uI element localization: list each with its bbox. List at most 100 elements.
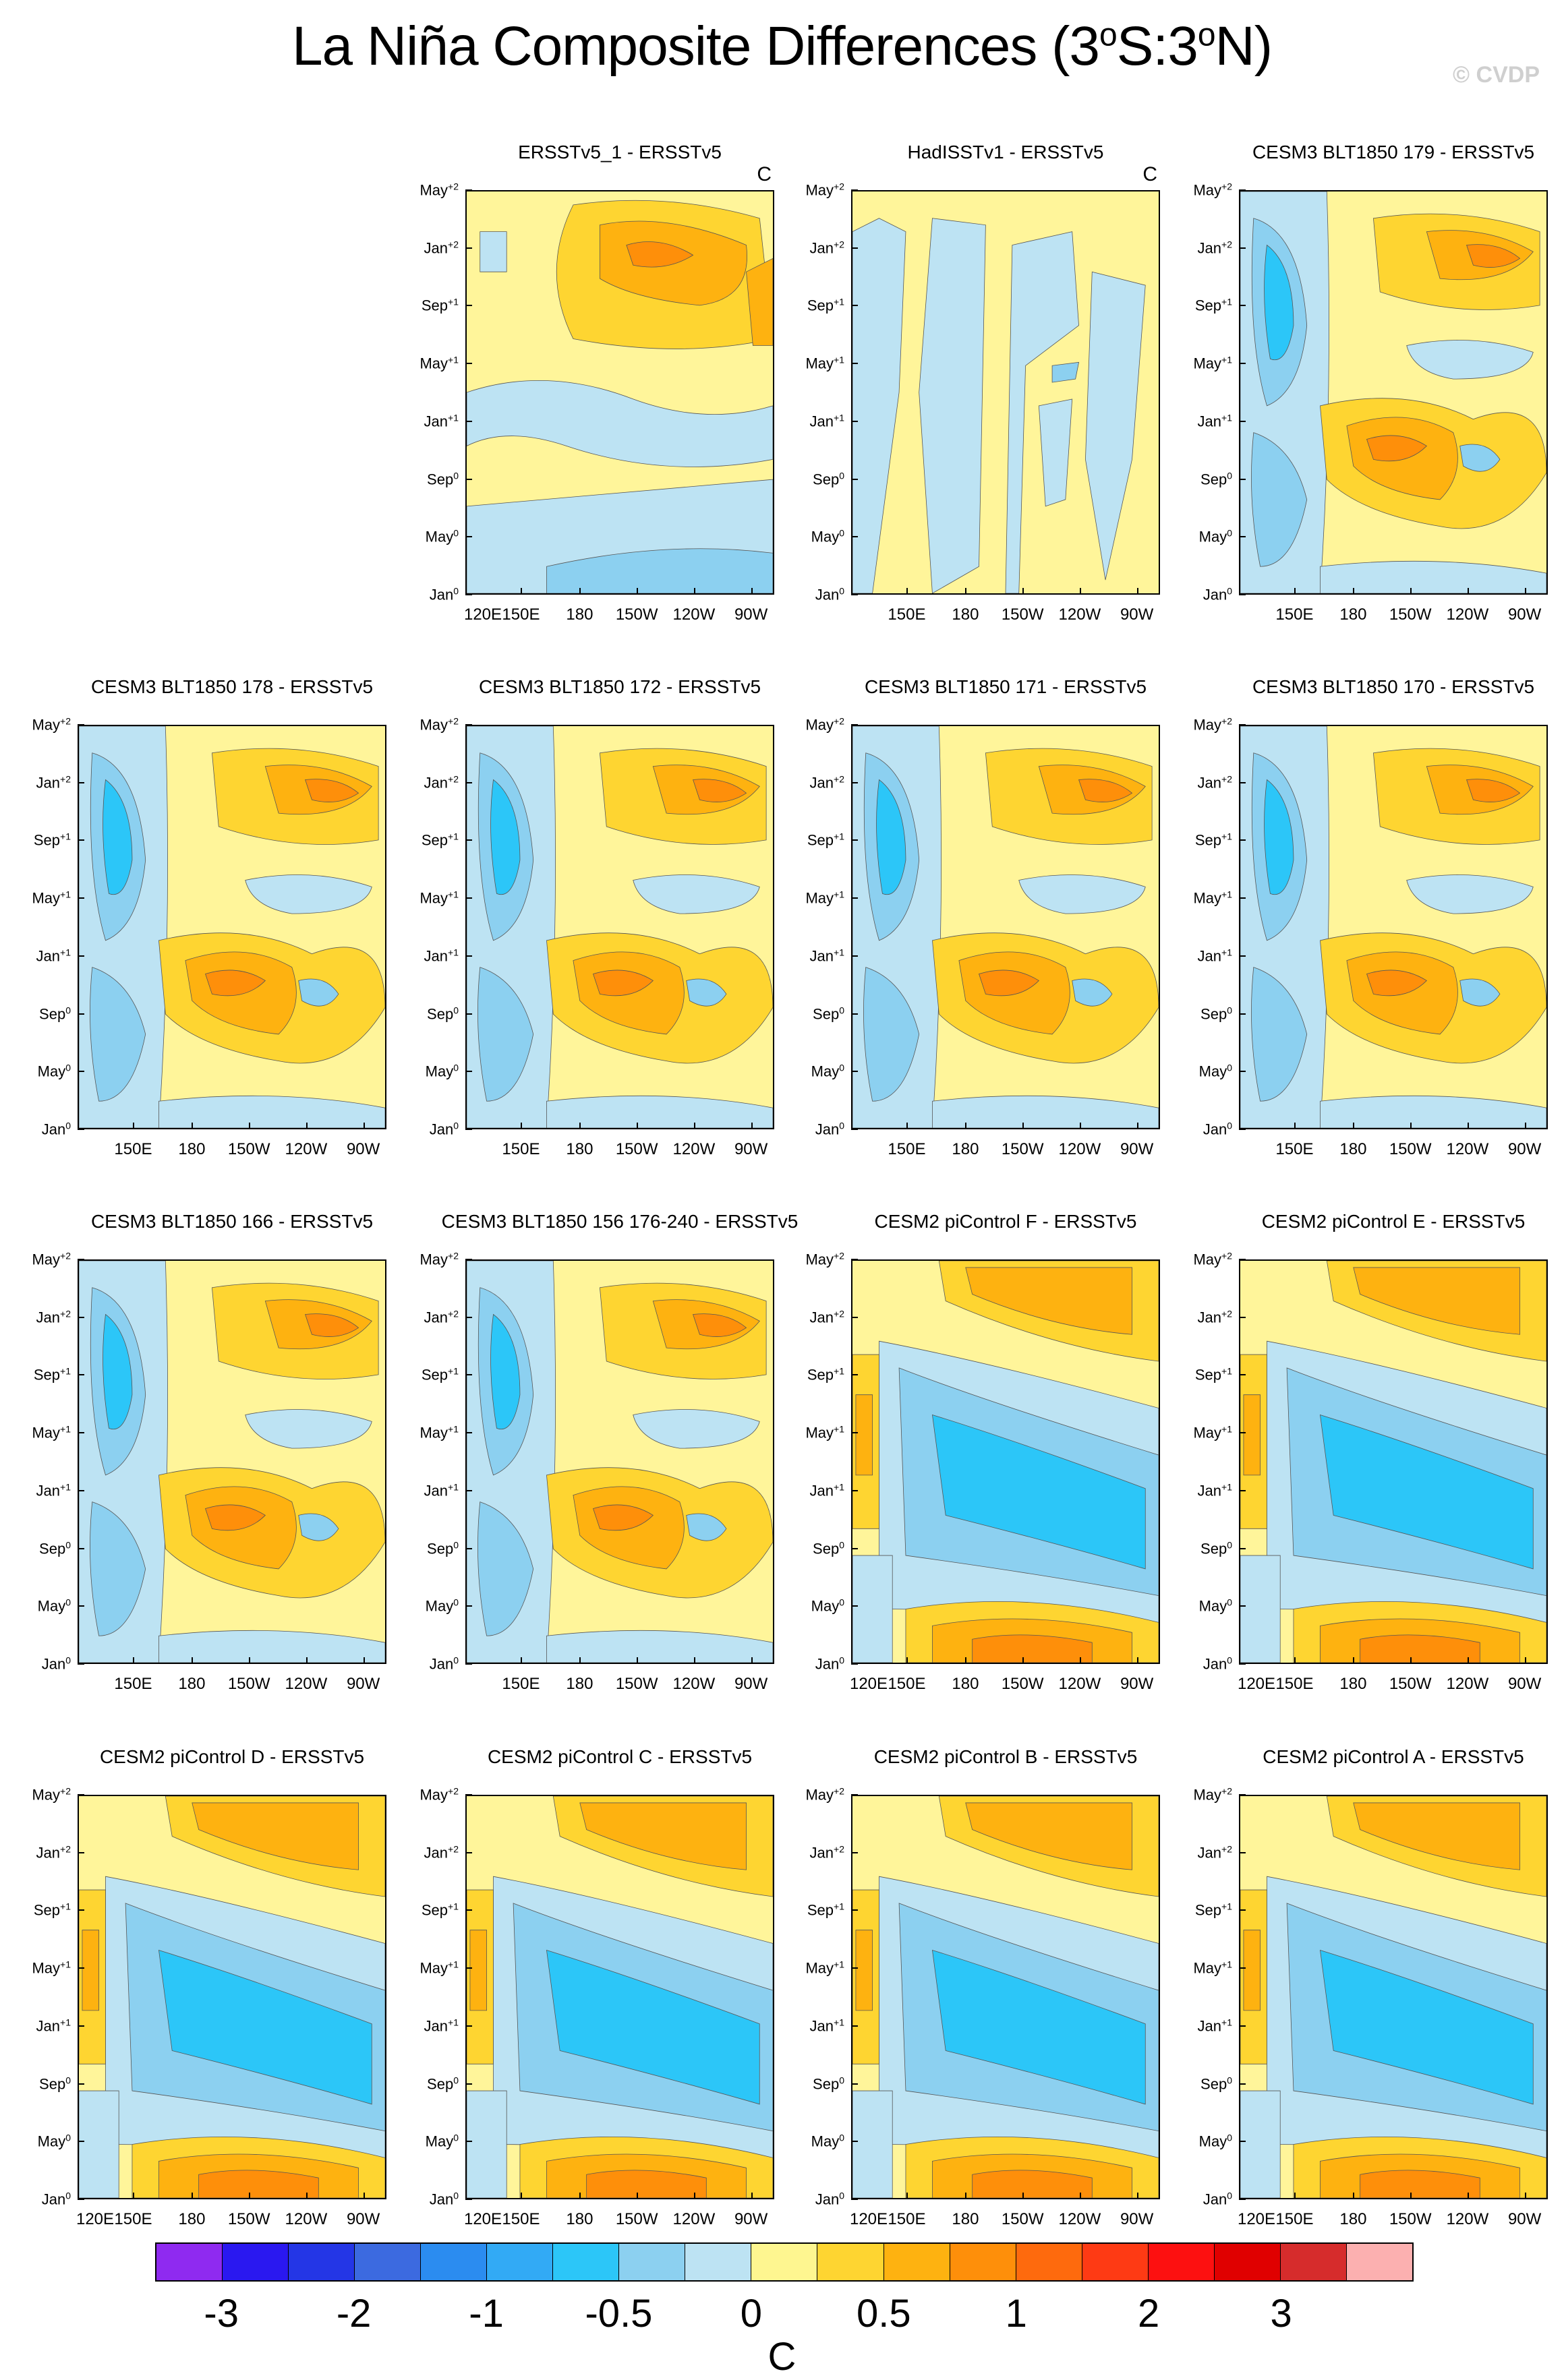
x-tick-mark xyxy=(1353,1657,1355,1664)
x-tick-mark xyxy=(1136,1657,1138,1664)
contour-region xyxy=(1406,340,1534,380)
x-tick-label: 120W xyxy=(285,1140,328,1158)
contour-region xyxy=(1360,2170,1480,2198)
x-tick-mark xyxy=(906,588,908,595)
panel-title: CESM2 piControl F - ERSSTv5 xyxy=(874,1211,1137,1232)
y-tick-label: May+1 xyxy=(419,1959,459,1977)
y-tick-mark xyxy=(851,2141,858,2143)
y-tick-label: May+1 xyxy=(32,1959,71,1977)
y-tick-mark xyxy=(851,897,858,899)
panel-title: CESM2 piControl E - ERSSTv5 xyxy=(1261,1211,1526,1232)
y-tick-label: Jan0 xyxy=(41,1655,71,1673)
y-tick-label: Jan+1 xyxy=(809,2017,844,2035)
x-tick-label: 150E xyxy=(888,2210,926,2228)
x-tick-label: 150E xyxy=(114,2210,152,2228)
y-tick-mark xyxy=(851,1605,858,1607)
x-tick-label: 120E xyxy=(1237,2210,1276,2228)
contour-region xyxy=(298,1513,339,1541)
x-tick-label: 90W xyxy=(1507,1140,1542,1158)
contour-region xyxy=(1072,978,1113,1007)
contour-region xyxy=(979,970,1039,996)
y-tick-mark xyxy=(851,594,858,595)
y-tick-mark xyxy=(851,1967,858,1969)
y-tick-mark xyxy=(465,363,472,365)
y-tick-mark xyxy=(465,420,472,422)
x-tick-mark xyxy=(363,1657,365,1664)
panel-title: CESM2 piControl B - ERSSTv5 xyxy=(873,1746,1138,1767)
contour-field xyxy=(465,1795,774,2199)
x-tick-label: 90W xyxy=(1120,1675,1154,1693)
colorbar-label: 2 xyxy=(1138,2292,1160,2336)
x-tick-label: 90W xyxy=(1507,1675,1542,1693)
y-tick-mark xyxy=(78,1374,84,1376)
y-tick-mark xyxy=(465,955,472,957)
y-tick-mark xyxy=(465,1071,472,1073)
x-tick-mark xyxy=(363,1123,365,1129)
y-tick-label: Sep0 xyxy=(813,1004,844,1023)
panel-11: CESM2 piControl E - ERSSTv5 Jan0 May0 Sep0 J… xyxy=(1193,1211,1548,1693)
y-tick-mark xyxy=(851,2025,858,2027)
contour-svg xyxy=(1240,726,1546,1128)
x-tick-mark xyxy=(1410,588,1412,595)
y-tick-label: Sep0 xyxy=(1200,469,1232,488)
y-tick-label: Jan0 xyxy=(429,1120,459,1138)
x-tick-label: 150E xyxy=(888,1140,926,1158)
x-tick-label: 90W xyxy=(734,605,768,624)
y-tick-mark xyxy=(851,478,858,480)
contour-region xyxy=(1005,231,1079,593)
y-tick-mark xyxy=(851,1547,858,1549)
y-tick-mark xyxy=(1239,478,1246,480)
contour-region xyxy=(1319,1414,1534,1570)
contour-field xyxy=(1239,1795,1548,2199)
panel-10: CESM2 piControl F - ERSSTv5 Jan0 May0 Sep0 J… xyxy=(805,1211,1160,1693)
x-tick-mark xyxy=(1410,2193,1412,2199)
y-tick-label: Sep+1 xyxy=(807,1901,844,1920)
y-tick-mark xyxy=(1239,781,1246,783)
y-tick-label: May0 xyxy=(1198,2132,1232,2150)
x-tick-mark xyxy=(1079,1123,1081,1129)
x-tick-mark xyxy=(637,1657,639,1664)
contour-region xyxy=(932,1095,1159,1128)
colorbar-swatch xyxy=(817,2244,884,2280)
y-tick-mark xyxy=(1239,2199,1246,2200)
x-tick-label: 120W xyxy=(1446,605,1489,624)
contour-field xyxy=(78,725,386,1129)
x-tick-mark xyxy=(1524,2193,1526,2199)
contour-region xyxy=(305,1313,359,1337)
x-tick-mark xyxy=(1294,2193,1296,2199)
x-tick-label: 180 xyxy=(566,605,593,624)
x-tick-label: 120W xyxy=(1058,1140,1101,1158)
contour-region xyxy=(931,1949,1146,2105)
panel-6: CESM3 BLT1850 171 - ERSSTv5 Jan0 May0 Sep0 J… xyxy=(805,676,1160,1158)
x-tick-label: 150E xyxy=(1275,605,1314,624)
x-tick-label: 90W xyxy=(1507,2210,1542,2228)
y-tick-label: Jan+2 xyxy=(36,1308,71,1326)
y-tick-mark xyxy=(465,1432,472,1434)
x-tick-mark xyxy=(306,1657,308,1664)
y-tick-mark xyxy=(851,1663,858,1665)
y-tick-mark xyxy=(465,1547,472,1549)
panel-15: CESM2 piControl A - ERSSTv5 Jan0 May0 Sep0 J… xyxy=(1193,1746,1548,2228)
contour-region xyxy=(490,1313,521,1430)
colorbar-swatch xyxy=(619,2244,686,2280)
panel-title: CESM3 BLT1850 179 - ERSSTv5 xyxy=(1252,142,1535,162)
y-tick-label: Jan+2 xyxy=(809,773,844,792)
x-tick-mark xyxy=(751,588,753,595)
contour-region xyxy=(1466,244,1521,268)
x-tick-mark xyxy=(192,1123,194,1129)
contour-svg xyxy=(79,1261,385,1663)
y-tick-label: Jan+1 xyxy=(1197,947,1232,965)
panel-4: CESM3 BLT1850 178 - ERSSTv5 Jan0 May0 Sep0 J… xyxy=(32,676,386,1158)
y-tick-mark xyxy=(851,2199,858,2200)
x-tick-mark xyxy=(1524,588,1526,595)
y-tick-label: Sep+1 xyxy=(807,1365,844,1384)
y-tick-mark xyxy=(78,1909,84,1911)
y-tick-mark xyxy=(1239,724,1246,725)
y-tick-label: May+2 xyxy=(805,1250,844,1268)
colorbar-swatch xyxy=(884,2244,950,2280)
panel-5: CESM3 BLT1850 172 - ERSSTv5 Jan0 May0 Sep0 J… xyxy=(419,676,774,1158)
x-tick-mark xyxy=(965,1657,967,1664)
y-tick-label: Sep0 xyxy=(1200,1539,1232,1557)
contour-field xyxy=(851,725,1160,1129)
y-tick-label: Jan0 xyxy=(1203,2190,1232,2208)
